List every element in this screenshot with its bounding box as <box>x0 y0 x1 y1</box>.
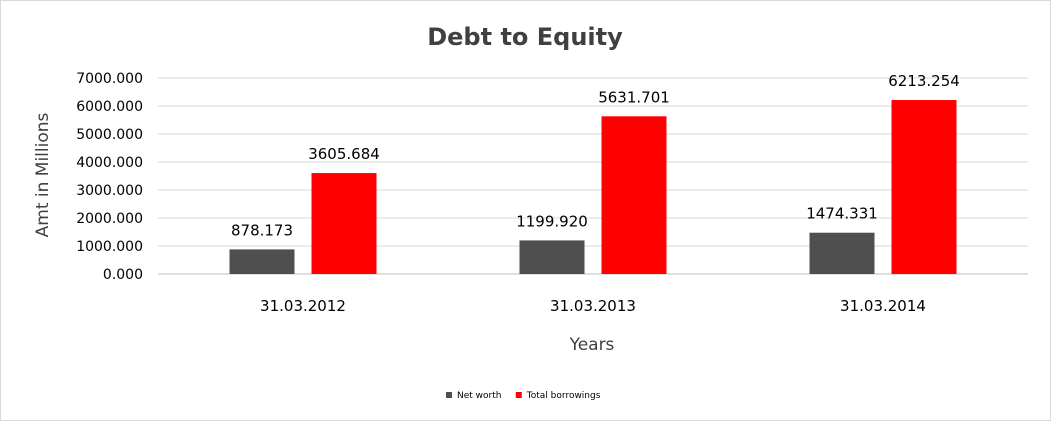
data-label: 6213.254 <box>888 72 960 90</box>
bars <box>229 100 957 274</box>
y-tick-label: 2000.000 <box>76 211 143 227</box>
y-tick-label: 7000.000 <box>76 71 143 87</box>
bar-total-borrowings <box>601 116 667 274</box>
data-labels: 878.173 3605.684 1199.920 5631.701 1474.331 6… <box>231 72 960 239</box>
y-axis-ticks: 0.000 1000.000 2000.000 3000.000 4000.000 500… <box>76 71 143 283</box>
y-tick-label: 5000.000 <box>76 127 143 143</box>
data-label: 1199.920 <box>516 212 588 230</box>
chart-title: Debt to Equity <box>427 23 623 51</box>
legend-swatch <box>515 392 522 398</box>
bar-net-worth <box>519 240 585 274</box>
gridlines <box>158 77 1028 275</box>
legend-label: Total borrowings <box>526 391 601 401</box>
legend-swatch <box>446 392 452 398</box>
y-tick-label: 3000.000 <box>76 183 143 199</box>
x-category-label: 31.03.2014 <box>840 297 926 315</box>
y-axis-title: Amt in Millions <box>33 112 53 237</box>
y-tick-label: 1000.000 <box>76 239 143 255</box>
legend: Net worth Total borrowings <box>446 391 601 401</box>
bar-net-worth <box>229 249 295 274</box>
bar-total-borrowings <box>311 173 377 274</box>
data-label: 3605.684 <box>308 145 380 163</box>
bar-net-worth <box>809 232 875 274</box>
x-category-label: 31.03.2013 <box>550 297 636 315</box>
data-label: 1474.331 <box>806 205 878 223</box>
bar-total-borrowings <box>891 100 957 274</box>
y-tick-label: 4000.000 <box>76 155 143 171</box>
y-tick-label: 6000.000 <box>76 99 143 115</box>
x-category-label: 31.03.2012 <box>260 297 346 315</box>
y-tick-label: 0.000 <box>103 267 143 283</box>
x-axis-title: Years <box>569 335 615 355</box>
data-label: 878.173 <box>231 221 293 239</box>
legend-label: Net worth <box>457 391 501 401</box>
data-label: 5631.701 <box>598 88 670 106</box>
x-axis-categories: 31.03.2012 31.03.2013 31.03.2014 <box>260 297 926 315</box>
